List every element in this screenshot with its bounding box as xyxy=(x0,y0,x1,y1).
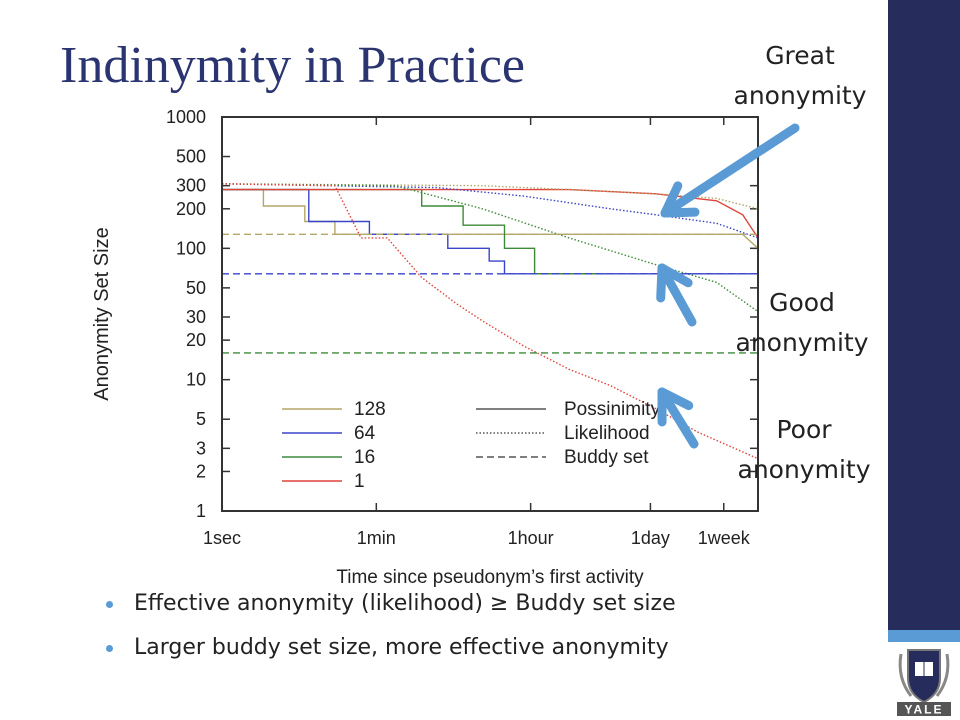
bullet-text: Larger buddy set size, more effective an… xyxy=(134,635,669,660)
bullet-dot xyxy=(106,645,113,652)
yale-logo: YALE xyxy=(897,649,951,717)
series-16-likelihood xyxy=(222,183,758,313)
axis-ticks: 1 2 3 5 10 20 30 50 100 200 300 500 1000 1sec 1min 1hou… xyxy=(166,107,758,548)
callout-arrows xyxy=(656,123,800,449)
callout-poor: Poor anonymity xyxy=(704,410,904,490)
series-lines xyxy=(222,183,758,511)
y-tick-label: 20 xyxy=(186,330,206,350)
callout-arrow-icon xyxy=(657,263,697,327)
y-tick-label: 3 xyxy=(196,438,206,458)
x-tick-label: 1hour xyxy=(508,528,554,548)
yale-logo-text: YALE xyxy=(905,703,944,717)
series-64-likelihood xyxy=(222,183,758,239)
slide-title: Indinymity in Practice xyxy=(60,37,526,94)
legend-label: 128 xyxy=(354,399,386,420)
callout-poor-line1: Poor xyxy=(776,415,832,444)
bullet-list: Effective anonymity (likelihood) ≥ Buddy… xyxy=(106,584,676,672)
legend-label: 64 xyxy=(354,423,376,444)
y-tick-label: 2 xyxy=(196,461,206,481)
y-tick-label: 5 xyxy=(196,409,206,429)
callout-great: Great anonymity xyxy=(700,36,900,116)
y-tick-label: 300 xyxy=(176,176,206,196)
callout-good: Good anonymity xyxy=(702,283,902,363)
series-16-possinimity xyxy=(222,188,596,275)
callout-poor-line2: anonymity xyxy=(737,455,871,484)
x-axis-label: Time since pseudonym’s first activity xyxy=(336,567,644,588)
y-axis-label: Anonymity Set Size xyxy=(91,227,113,400)
legend-label: 16 xyxy=(354,447,375,468)
y-tick-label: 50 xyxy=(186,278,206,298)
plot-frame xyxy=(221,116,759,512)
bullet-dot xyxy=(106,601,113,608)
callout-arrow-icon xyxy=(657,387,699,449)
slide-background xyxy=(0,0,888,720)
bullet-item: Effective anonymity (likelihood) ≥ Buddy… xyxy=(106,584,676,628)
series-128-likelihood xyxy=(222,183,758,210)
callout-arrowhead-icon xyxy=(657,387,694,427)
callout-great-line1: Great xyxy=(765,41,835,70)
callout-arrow-icon xyxy=(660,123,800,218)
x-tick-label: 1sec xyxy=(203,528,241,548)
legend-label: 1 xyxy=(354,471,365,492)
callout-great-line2: anonymity xyxy=(733,81,867,110)
y-tick-label: 1 xyxy=(196,501,206,521)
legend-label: Possinimity xyxy=(564,399,661,420)
callout-arrowhead-icon xyxy=(660,181,700,218)
callout-good-line2: anonymity xyxy=(735,328,869,357)
x-tick-label: 1min xyxy=(357,528,396,548)
legend-label: Likelihood xyxy=(564,423,650,444)
series-64-possinimity xyxy=(222,188,758,275)
callout-arrowhead-icon xyxy=(656,263,693,303)
chart-legend: 128 64 16 1 Possinimity Likelihood Buddy set xyxy=(282,399,661,492)
callout-good-line1: Good xyxy=(769,288,835,317)
y-tick-label: 30 xyxy=(186,307,206,327)
sidebar-band xyxy=(888,0,960,630)
series-1-likelihood xyxy=(222,183,758,460)
series-128-possinimity xyxy=(222,188,758,249)
x-tick-label: 1day xyxy=(631,528,670,548)
bullet-item: Larger buddy set size, more effective an… xyxy=(106,628,676,672)
y-tick-label: 100 xyxy=(176,238,206,258)
y-tick-label: 1000 xyxy=(166,107,206,127)
sidebar-accent-stripe xyxy=(888,630,960,642)
x-tick-label: 1week xyxy=(698,528,751,548)
legend-label: Buddy set xyxy=(564,447,649,468)
bullet-text: Effective anonymity (likelihood) ≥ Buddy… xyxy=(134,591,676,616)
y-tick-label: 10 xyxy=(186,370,206,390)
y-tick-label: 500 xyxy=(176,147,206,167)
y-tick-label: 200 xyxy=(176,199,206,219)
